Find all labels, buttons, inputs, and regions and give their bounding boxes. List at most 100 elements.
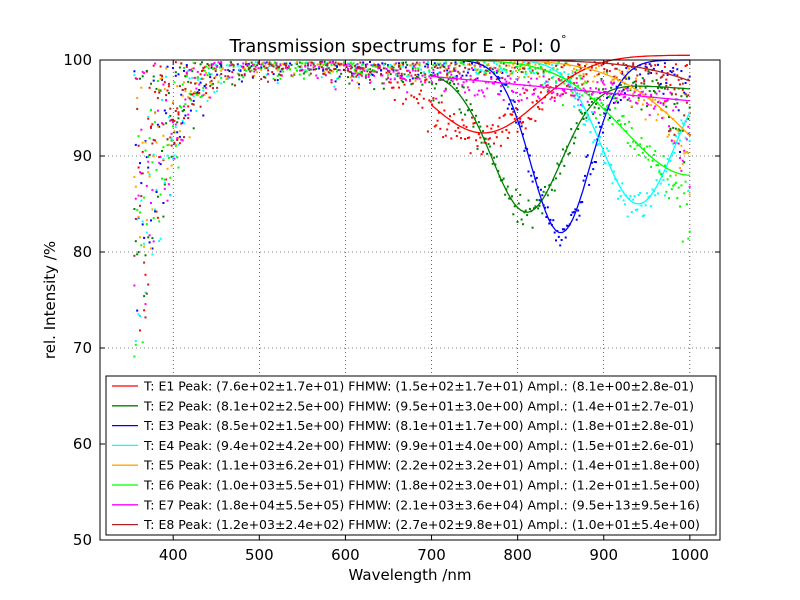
data-point <box>307 66 309 69</box>
data-point <box>533 88 535 91</box>
data-point <box>275 67 278 70</box>
data-point <box>170 118 173 121</box>
data-point <box>143 245 146 248</box>
data-point <box>447 122 450 125</box>
data-point <box>154 208 157 211</box>
data-point <box>377 65 380 68</box>
data-point <box>170 139 173 142</box>
data-point <box>398 72 400 75</box>
data-point <box>513 81 516 84</box>
data-point <box>221 67 224 70</box>
data-point <box>683 152 686 155</box>
data-point <box>382 67 385 70</box>
data-point <box>659 182 662 185</box>
data-point <box>152 79 155 82</box>
data-point <box>395 69 398 72</box>
data-point <box>279 70 282 73</box>
data-point <box>184 87 187 90</box>
data-point <box>534 63 537 66</box>
data-point <box>439 78 442 81</box>
data-point <box>515 66 518 68</box>
data-point <box>486 69 489 72</box>
data-point <box>150 82 152 85</box>
data-point <box>187 105 190 108</box>
data-point <box>152 138 155 141</box>
data-point <box>161 177 163 180</box>
data-point <box>143 196 146 199</box>
data-point <box>399 64 402 67</box>
data-point <box>144 140 147 143</box>
data-point <box>385 78 388 81</box>
data-point <box>644 93 647 96</box>
data-point <box>420 68 422 71</box>
data-point <box>509 113 512 116</box>
data-point <box>648 63 651 66</box>
data-point <box>539 91 542 94</box>
data-point <box>623 96 626 98</box>
data-point <box>387 65 389 68</box>
data-point <box>406 63 409 66</box>
data-point <box>652 67 655 70</box>
data-point <box>657 164 659 167</box>
data-point <box>684 151 687 154</box>
data-point <box>203 66 206 69</box>
data-point <box>544 206 546 209</box>
data-point <box>599 113 602 116</box>
data-point <box>313 65 316 68</box>
data-point <box>382 87 385 90</box>
data-point <box>202 67 205 70</box>
data-point <box>563 82 566 85</box>
data-point <box>406 91 409 94</box>
data-point <box>442 65 445 68</box>
data-point <box>531 101 534 104</box>
data-point <box>618 69 621 72</box>
data-point <box>147 117 150 120</box>
data-point <box>491 162 494 165</box>
data-point <box>267 80 270 83</box>
data-point <box>425 78 428 81</box>
y-tick-label: 50 <box>73 531 92 549</box>
data-point <box>483 73 486 76</box>
data-point <box>358 86 360 89</box>
data-point <box>537 72 540 75</box>
data-point <box>267 69 270 72</box>
data-point <box>559 94 562 97</box>
data-point <box>447 67 450 70</box>
data-point <box>395 74 398 77</box>
data-point <box>511 66 513 69</box>
data-point <box>538 204 541 207</box>
data-point <box>234 84 236 87</box>
data-point <box>242 62 245 65</box>
data-point <box>158 220 161 223</box>
data-point <box>670 92 673 95</box>
data-point <box>607 118 610 121</box>
data-point <box>320 76 323 79</box>
data-point <box>528 62 531 65</box>
data-point <box>154 139 157 142</box>
data-point <box>559 79 562 82</box>
data-point <box>527 67 530 70</box>
data-point <box>327 61 330 64</box>
data-point <box>681 129 684 132</box>
data-point <box>356 81 359 84</box>
data-point <box>601 81 604 84</box>
data-point <box>526 63 529 65</box>
data-point <box>618 119 621 122</box>
data-point <box>437 78 440 81</box>
data-point <box>619 123 622 126</box>
data-point <box>652 153 655 156</box>
data-point <box>490 78 493 80</box>
data-point <box>351 72 354 75</box>
data-point <box>549 69 552 72</box>
data-point <box>162 123 165 126</box>
data-point <box>330 81 333 84</box>
data-point <box>632 140 635 143</box>
data-point <box>564 236 567 239</box>
data-point <box>494 131 497 134</box>
data-point <box>392 69 395 72</box>
data-point <box>353 72 356 75</box>
data-point <box>136 78 139 80</box>
data-point <box>512 70 515 73</box>
data-point <box>680 144 683 147</box>
data-point <box>342 61 345 64</box>
